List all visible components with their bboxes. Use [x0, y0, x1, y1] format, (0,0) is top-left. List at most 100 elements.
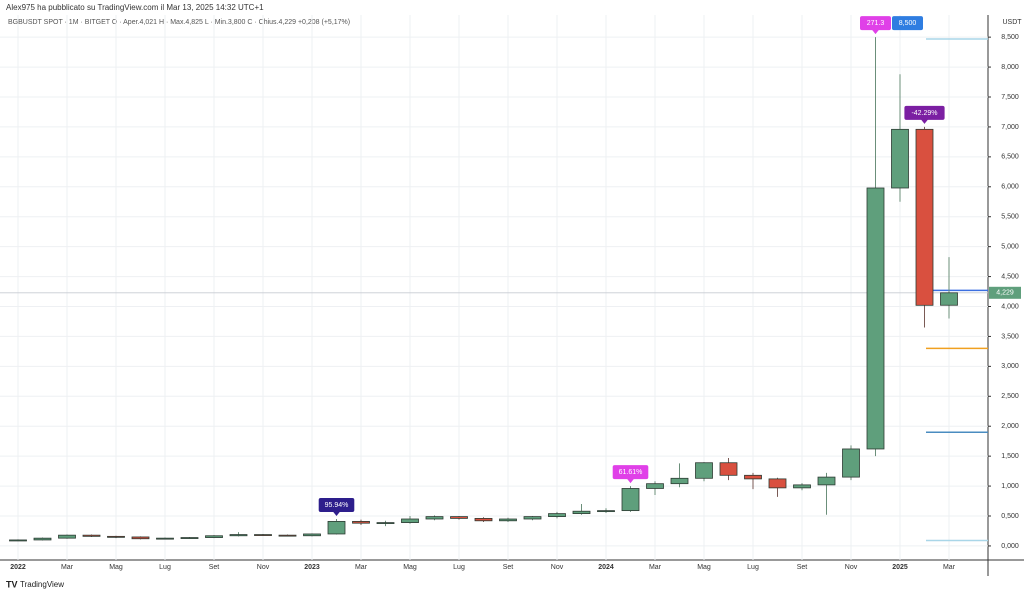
candle-body — [450, 516, 468, 519]
candle-body — [131, 536, 150, 540]
change-label: 271.3 — [867, 20, 885, 27]
candle-body — [719, 462, 738, 476]
y-tick-label: 5,500 — [1001, 214, 1019, 221]
change-label-bg — [318, 497, 355, 512]
candle-body — [254, 534, 272, 536]
y-tick-label: 2,500 — [1001, 393, 1019, 400]
candle-body — [768, 478, 787, 489]
candle-body — [817, 476, 836, 486]
candle-body — [107, 535, 125, 538]
candle-body — [891, 128, 909, 189]
logo-mark: TV — [6, 579, 18, 589]
label-pin — [920, 118, 929, 124]
x-tick-label: Mar — [61, 564, 74, 571]
x-tick-label: Mag — [697, 564, 711, 571]
x-tick-label: 2023 — [304, 564, 320, 571]
candle-body — [499, 518, 517, 522]
y-tick-label: 6,500 — [1001, 154, 1019, 161]
change-label-bg — [904, 105, 945, 120]
candle-body — [670, 477, 689, 485]
high-label-bg — [892, 16, 923, 31]
y-tick-label: 1,000 — [1001, 483, 1019, 490]
y-tick-label: 2,000 — [1001, 423, 1019, 430]
label-pin — [871, 29, 880, 35]
y-tick-label: 1,500 — [1001, 453, 1019, 460]
candle-body — [597, 510, 615, 513]
candle-body — [82, 534, 101, 537]
candle-body — [401, 518, 419, 523]
x-tick-label: Mag — [403, 564, 417, 571]
x-tick-label: Mar — [355, 564, 368, 571]
y-tick-label: 3,000 — [1001, 363, 1019, 370]
candle-body — [866, 187, 885, 450]
x-tick-label: 2025 — [892, 564, 908, 571]
x-tick-label: 2022 — [10, 564, 26, 571]
x-tick-label: Set — [209, 564, 220, 571]
candle-body — [58, 534, 76, 539]
candle-body — [327, 520, 346, 535]
change-label-bg — [860, 16, 891, 31]
candle-body — [695, 462, 713, 479]
candle-body — [229, 534, 248, 537]
y-tick-label: 7,500 — [1001, 94, 1019, 101]
candle-body — [9, 539, 27, 542]
candle-body — [303, 533, 321, 537]
candle-body — [915, 128, 934, 306]
candle-body — [205, 535, 223, 538]
candle-body — [376, 522, 395, 524]
candle-body — [352, 520, 370, 524]
x-tick-label: Lug — [159, 564, 171, 571]
last-price-label: 4,229 — [996, 290, 1014, 297]
candle-body — [793, 484, 811, 489]
candle-body — [572, 510, 591, 515]
x-tick-label: Lug — [747, 564, 759, 571]
candle-body — [474, 517, 493, 522]
footer-text: TradingView — [20, 580, 64, 589]
footer-logo: TV TradingView — [6, 579, 64, 589]
x-tick-label: Nov — [257, 564, 270, 571]
y-tick-label: 0,500 — [1001, 513, 1019, 520]
y-tick-label: 6,000 — [1001, 184, 1019, 191]
x-tick-label: Nov — [551, 564, 564, 571]
high-label: 8,500 — [899, 20, 917, 27]
candle-body — [278, 534, 297, 537]
candle-body — [744, 474, 762, 480]
y-tick-label: 8,000 — [1001, 64, 1019, 71]
x-tick-label: 2024 — [598, 564, 614, 571]
candle-body — [180, 537, 199, 539]
x-tick-label: Nov — [845, 564, 858, 571]
change-label: 95.94% — [325, 502, 349, 509]
y-tick-label: 3,500 — [1001, 333, 1019, 340]
y-tick-label: 4,500 — [1001, 273, 1019, 280]
label-pin — [626, 478, 635, 484]
last-price-badge — [989, 286, 1021, 299]
change-label: 61.61% — [619, 469, 643, 476]
x-tick-label: Lug — [453, 564, 465, 571]
y-tick-label: 4,000 — [1001, 303, 1019, 310]
candle-body — [33, 537, 52, 541]
x-tick-label: Mar — [943, 564, 956, 571]
y-tick-label: 5,000 — [1001, 243, 1019, 250]
candle-body — [842, 448, 860, 478]
y-tick-label: 7,000 — [1001, 124, 1019, 131]
label-pin — [332, 510, 341, 516]
publisher-line: Alex975 ha pubblicato su TradingView.com… — [6, 3, 264, 12]
x-tick-label: Mag — [109, 564, 123, 571]
y-tick-label: 0,000 — [1001, 543, 1019, 550]
candle-body — [523, 516, 542, 520]
symbol-info: BGBUSDT SPOT · 1M · BITGET O · Aper.4,02… — [8, 19, 350, 26]
candle-body — [548, 513, 566, 518]
candle-body — [156, 537, 174, 540]
y-axis-label: USDT — [1002, 19, 1022, 26]
change-label: -42.29% — [911, 110, 937, 117]
x-tick-label: Set — [503, 564, 514, 571]
candle-body — [621, 488, 640, 512]
change-label-bg — [612, 465, 649, 480]
candle-body — [646, 483, 664, 489]
y-tick-label: 8,500 — [1001, 34, 1019, 41]
candle-body — [940, 292, 958, 306]
x-tick-label: Set — [797, 564, 808, 571]
